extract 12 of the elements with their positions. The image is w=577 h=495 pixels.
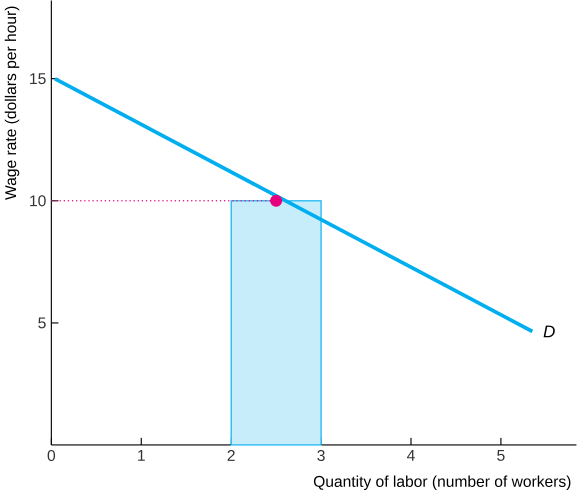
- x-tick-label: 1: [138, 450, 145, 461]
- y-tick-label: 5: [38, 318, 46, 328]
- x-axis-title: Quantity of labor (number of workers): [314, 476, 570, 490]
- x-tick-label: 5: [497, 450, 505, 461]
- x-tick-label: 2: [228, 450, 235, 461]
- x-tick-label: 3: [317, 450, 325, 462]
- y-tick-label: 15: [30, 73, 46, 84]
- x-tick-label: 0: [48, 450, 56, 462]
- x-tick-label: 4: [407, 450, 415, 461]
- series-label: D: [544, 326, 555, 338]
- y-axis-title: Wage rate (dollars per hour): [4, 6, 20, 200]
- y-tick-label: 10: [30, 195, 46, 206]
